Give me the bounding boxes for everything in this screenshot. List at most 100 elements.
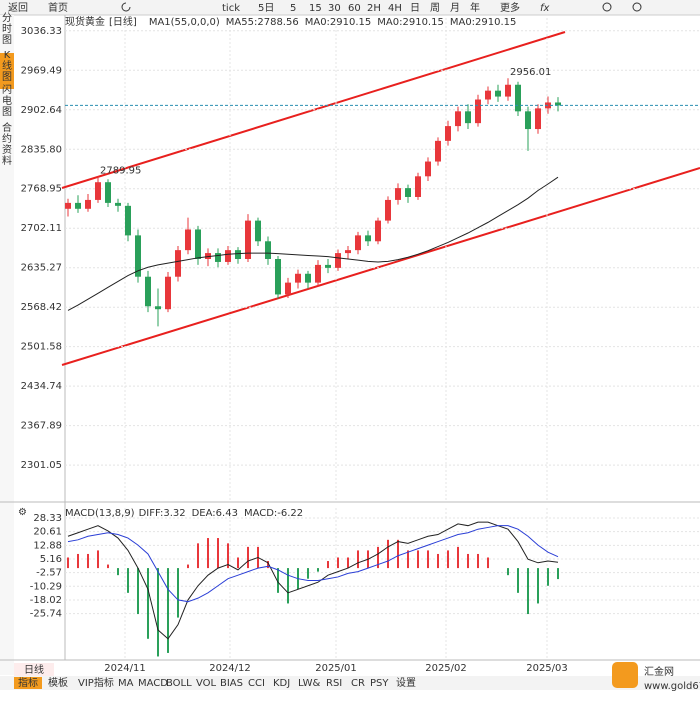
- macd-bar: [137, 568, 139, 615]
- toolbar-button[interactable]: 周: [430, 2, 440, 14]
- side-tab[interactable]: K 线图: [2, 50, 12, 83]
- toolbar-button[interactable]: 5: [290, 3, 296, 14]
- candle-body: [505, 84, 511, 97]
- x-tick-label: 2025/02: [425, 663, 467, 674]
- period-tab-bg[interactable]: [14, 663, 54, 676]
- macd-bar: [407, 550, 409, 569]
- y-tick-label: -25.74: [30, 609, 62, 620]
- side-bar: [0, 15, 14, 675]
- bottom-tab[interactable]: 模板: [48, 676, 68, 689]
- legend-entry: MACD:-6.22: [244, 508, 303, 519]
- bottom-tab[interactable]: BIAS: [220, 678, 243, 689]
- period-tab[interactable]: 日线: [24, 663, 44, 676]
- zoom-out-icon[interactable]: [632, 2, 642, 12]
- chart-title: MACD(13,8,9): [65, 508, 135, 519]
- bottom-tab[interactable]: 指标: [18, 676, 38, 689]
- logo: 汇金网: [644, 665, 674, 678]
- toolbar-button[interactable]: 4H: [388, 3, 402, 14]
- macd-bar: [207, 538, 209, 569]
- side-tab[interactable]: 闪电图: [2, 83, 12, 118]
- bottom-tab[interactable]: BOLL: [166, 678, 192, 689]
- bottom-tab[interactable]: MA: [118, 678, 134, 689]
- candle-body: [225, 250, 231, 262]
- chart-title: 现货黄金: [65, 15, 105, 28]
- toolbar-button[interactable]: tick: [222, 3, 240, 14]
- bottom-tab[interactable]: LW&: [298, 678, 321, 689]
- settings-icon[interactable]: ⚙: [18, 507, 27, 518]
- y-tick-label: 2434.74: [21, 381, 62, 392]
- toolbar-button[interactable]: 返回: [8, 2, 28, 14]
- macd-bar: [67, 557, 69, 569]
- toolbar-button[interactable]: 2H: [367, 3, 381, 14]
- candle-body: [185, 229, 191, 251]
- macd-bar: [487, 557, 489, 569]
- toolbar-button[interactable]: 首页: [48, 1, 68, 14]
- candle-body: [265, 241, 271, 259]
- legend-entry: MA0:2910.15: [377, 17, 444, 28]
- macd-bar: [267, 561, 269, 569]
- y-tick-label: -18.02: [30, 595, 62, 606]
- bottom-tab[interactable]: KDJ: [273, 678, 290, 689]
- candle-body: [535, 108, 541, 130]
- candle-body: [125, 205, 131, 236]
- macd-bar: [187, 564, 189, 569]
- bottom-bar: [0, 676, 700, 690]
- toolbar-button[interactable]: 5日: [258, 3, 274, 14]
- toolbar-button[interactable]: 60: [348, 3, 361, 14]
- macd-bar: [177, 568, 179, 618]
- logo-url: www.gold678.com: [644, 681, 700, 692]
- side-tab[interactable]: 合约资料: [2, 121, 12, 167]
- toolbar-button[interactable]: 年: [470, 1, 480, 14]
- macd-bar: [327, 561, 329, 569]
- bottom-tab[interactable]: RSI: [326, 678, 342, 689]
- toolbar-button[interactable]: 15: [309, 3, 322, 14]
- zoom-in-icon[interactable]: [602, 2, 612, 12]
- legend-entry: DIFF:3.32: [139, 508, 186, 519]
- legend-entry: DEA:6.43: [192, 508, 238, 519]
- bottom-tab[interactable]: VOL: [196, 678, 217, 689]
- y-tick-label: -2.57: [36, 568, 62, 579]
- legend-entry: MA0:2910.15: [305, 17, 372, 28]
- x-tick-label: 2025/01: [315, 663, 357, 674]
- bottom-tab[interactable]: CCI: [248, 678, 265, 689]
- candle-body: [425, 161, 431, 177]
- series-line: [67, 176, 559, 311]
- legend-entry: MA0:2910.15: [450, 17, 517, 28]
- candle-body: [135, 235, 141, 277]
- macd-bar: [247, 546, 249, 569]
- toolbar-button[interactable]: 更多: [500, 1, 520, 14]
- macd-bar: [337, 557, 339, 569]
- fx-icon[interactable]: fx: [540, 3, 550, 14]
- x-tick-label: 2024/12: [209, 663, 251, 674]
- macd-bar: [107, 564, 109, 569]
- candle-body: [555, 102, 561, 106]
- y-tick-label: 12.88: [33, 540, 62, 551]
- bottom-tab[interactable]: VIP指标: [78, 676, 114, 689]
- bottom-tab[interactable]: MACD: [138, 678, 168, 689]
- macd-bar: [197, 543, 199, 569]
- candle-body: [95, 182, 101, 200]
- bottom-tab[interactable]: PSY: [370, 678, 389, 689]
- candle-body: [195, 229, 201, 259]
- macd-bar: [307, 568, 309, 579]
- macd-bar: [217, 538, 219, 569]
- toolbar-button[interactable]: 30: [328, 3, 341, 14]
- y-tick-label: 2501.58: [21, 342, 62, 353]
- side-tab[interactable]: 分时图: [2, 12, 12, 46]
- candle-body: [325, 264, 331, 268]
- candle-body: [365, 235, 371, 242]
- candle-body: [525, 111, 531, 130]
- candle-body: [235, 250, 241, 259]
- macd-bar: [287, 568, 289, 604]
- bottom-tab[interactable]: 设置: [396, 677, 416, 689]
- toolbar-button[interactable]: 月: [450, 2, 460, 14]
- y-tick-label: 2902.64: [21, 105, 62, 116]
- bottom-tab[interactable]: CR: [351, 678, 365, 689]
- candle-body: [465, 111, 471, 124]
- candle-body: [515, 84, 521, 112]
- toolbar-button[interactable]: 日: [410, 3, 420, 14]
- refresh-icon[interactable]: [121, 2, 131, 12]
- macd-bar: [357, 550, 359, 569]
- y-tick-label: 28.33: [33, 513, 62, 524]
